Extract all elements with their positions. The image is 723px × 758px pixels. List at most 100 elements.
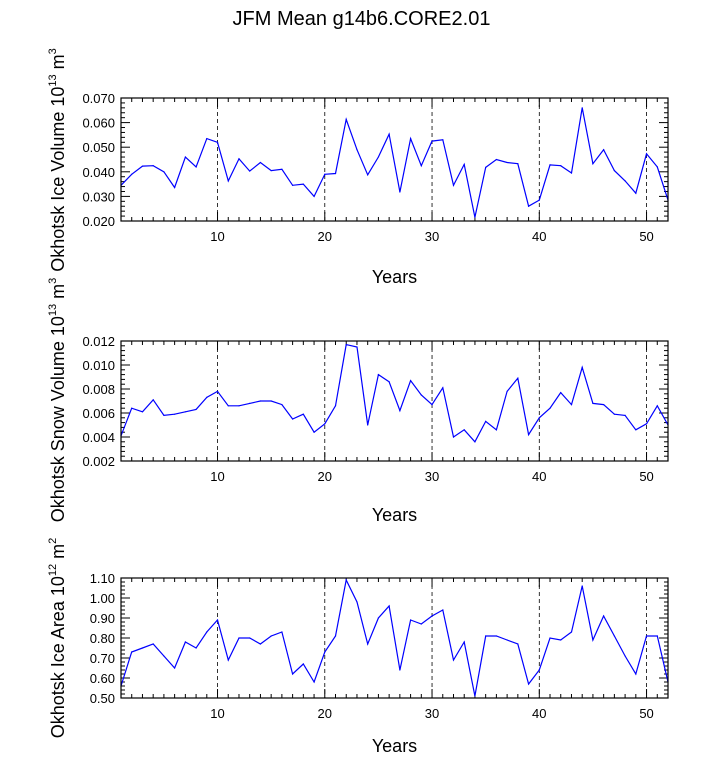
plot-frame <box>120 577 669 699</box>
data-point <box>656 405 658 407</box>
x-tick-label: 40 <box>532 229 546 244</box>
data-point <box>131 651 133 653</box>
data-point <box>592 639 594 641</box>
data-point <box>292 184 294 186</box>
y-tick-label: 0.030 <box>82 189 115 204</box>
data-point <box>238 158 240 160</box>
data-point <box>613 635 615 637</box>
data-point <box>442 609 444 611</box>
x-tick-label: 30 <box>425 706 439 721</box>
data-point <box>603 615 605 617</box>
data-point <box>195 647 197 649</box>
data-point <box>367 643 369 645</box>
data-point <box>281 404 283 406</box>
y-tick-label: 0.50 <box>90 691 115 706</box>
data-point <box>485 635 487 637</box>
data-point <box>184 411 186 413</box>
data-point <box>388 605 390 607</box>
data-point <box>452 436 455 438</box>
x-tick-label: 50 <box>639 706 653 721</box>
data-point <box>485 166 487 168</box>
data-point <box>356 149 358 151</box>
y-tick-label: 1.10 <box>90 571 115 586</box>
data-point <box>184 641 186 643</box>
data-point <box>549 407 551 409</box>
data-point <box>334 172 337 175</box>
y-tick-label: 0.070 <box>82 91 115 106</box>
data-point <box>645 423 648 425</box>
data-point <box>420 165 422 167</box>
series-line <box>120 343 669 443</box>
data-point <box>581 366 583 368</box>
data-point <box>656 635 658 637</box>
chart-title: JFM Mean g14b6.CORE2.01 <box>232 8 491 30</box>
data-point <box>388 133 390 135</box>
data-point <box>560 392 562 394</box>
y-axis-title: Okhotsk Ice Area 1012 m2 <box>47 538 68 738</box>
x-tick-label: 10 <box>210 469 224 484</box>
data-point <box>324 423 326 425</box>
data-point <box>495 635 497 637</box>
data-point <box>131 173 133 175</box>
data-point <box>334 635 337 637</box>
x-tick-label: 30 <box>425 229 439 244</box>
data-point <box>613 413 615 415</box>
data-point <box>367 174 369 176</box>
data-point <box>495 429 497 431</box>
data-point <box>388 381 390 383</box>
data-point <box>227 180 229 182</box>
data-point <box>324 173 326 175</box>
data-point <box>356 346 358 348</box>
data-point <box>399 669 401 671</box>
data-point <box>281 168 283 170</box>
panel-ice-volume: 0.020 0.030 0.040 0.050 0.060 0.070 10 20 30 40 50… <box>47 48 669 287</box>
y-tick-label: 0.60 <box>90 671 115 686</box>
data-point <box>603 404 605 406</box>
data-point <box>174 186 176 189</box>
data-point <box>399 191 401 193</box>
data-point <box>431 615 433 617</box>
y-tick-label: 0.040 <box>82 165 115 180</box>
data-point <box>152 643 154 645</box>
data-point <box>281 631 283 633</box>
x-tick-label: 10 <box>210 229 224 244</box>
data-point <box>313 681 315 683</box>
data-point <box>174 413 176 415</box>
data-point <box>517 377 519 379</box>
data-point <box>216 619 219 621</box>
data-point <box>452 659 455 661</box>
x-tick-label: 40 <box>532 706 546 721</box>
y-tick-label: 1.00 <box>90 591 115 606</box>
data-point <box>527 683 530 685</box>
data-point <box>409 380 412 382</box>
data-point <box>592 163 594 165</box>
series-line <box>120 578 669 697</box>
data-point <box>431 140 433 142</box>
data-point <box>270 400 272 402</box>
y-axis-title: Okhotsk Ice Volume 1013 m3 <box>47 48 68 271</box>
data-point <box>152 165 154 167</box>
data-point <box>635 429 637 431</box>
x-tick-label: 10 <box>210 706 224 721</box>
data-point <box>345 344 347 346</box>
data-point <box>570 631 573 633</box>
data-point <box>377 617 380 619</box>
data-point <box>463 163 465 166</box>
x-tick-label: 40 <box>532 469 546 484</box>
data-point <box>131 407 133 409</box>
x-axis-title: Years <box>372 267 417 287</box>
data-point <box>645 153 648 155</box>
y-tick-label: 0.90 <box>90 611 115 626</box>
plot-frame <box>120 97 669 222</box>
y-tick-label: 0.012 <box>82 334 115 349</box>
data-point <box>399 410 401 412</box>
data-point <box>442 139 444 141</box>
data-point <box>216 390 219 392</box>
data-point <box>302 663 304 665</box>
y-tick-label: 0.020 <box>82 214 115 229</box>
y-tick-label: 0.010 <box>82 358 115 373</box>
x-tick-label: 20 <box>318 706 332 721</box>
data-point <box>613 169 615 172</box>
data-point <box>163 171 165 173</box>
